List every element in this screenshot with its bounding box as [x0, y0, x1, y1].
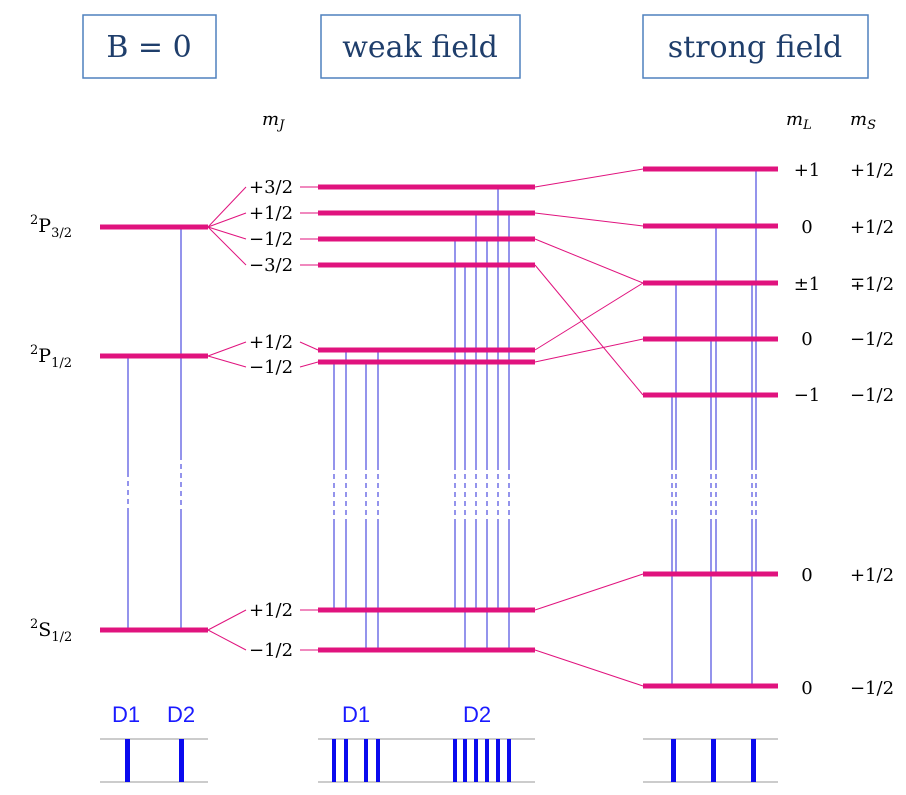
connector-line — [534, 649, 644, 687]
connector-line — [207, 226, 247, 266]
spectrum-line — [507, 739, 511, 782]
ml-label: 0 — [801, 565, 812, 586]
header-strong: strong field — [642, 14, 869, 79]
spectrum-label-d1: D1 — [342, 702, 370, 727]
state-label-s12: 2S1/2 — [30, 617, 72, 645]
spectrum-line — [496, 739, 500, 782]
connector-line — [534, 238, 644, 284]
energy-levels — [100, 166, 778, 689]
connector-line — [534, 282, 644, 351]
header-b0-text: B = 0 — [106, 30, 191, 65]
mj-label: −3/2 — [249, 255, 293, 276]
mj-label: −1/2 — [249, 357, 293, 378]
spectrum-label-d2: D2 — [167, 702, 195, 727]
connector-line — [207, 212, 247, 228]
mj-label: −1/2 — [249, 640, 293, 661]
ms-label: +1/2 — [850, 160, 894, 181]
mj-header: mJ — [262, 109, 285, 133]
ms-label: −1/2 — [850, 329, 894, 350]
mj-label: +1/2 — [249, 600, 293, 621]
spectrum-line — [485, 739, 489, 782]
connector-line — [534, 573, 644, 611]
spectrum-line — [376, 739, 380, 782]
spectrum-line — [474, 739, 478, 782]
connector-line — [534, 212, 644, 227]
spectrum-line — [125, 739, 130, 782]
connector-line — [207, 186, 247, 228]
ms-label: −1/2 — [850, 678, 894, 699]
spectrum-line — [711, 739, 716, 782]
spectrum-label-d2: D2 — [463, 702, 491, 727]
ml-label: 0 — [801, 217, 812, 238]
header-b0-box — [82, 14, 217, 79]
ml-label: −1 — [794, 385, 821, 406]
state-label-p32: 2P3/2 — [30, 213, 72, 241]
spectrum-strong — [643, 738, 778, 783]
ms-header: mS — [850, 109, 876, 133]
header-weak: weak field — [320, 14, 521, 79]
state-label-p12: 2P1/2 — [30, 343, 72, 371]
connector-line — [534, 264, 644, 396]
mj-label: −1/2 — [249, 229, 293, 250]
spectrum-label-d1: D1 — [112, 702, 140, 727]
mj-label: +1/2 — [249, 203, 293, 224]
connector-line — [299, 341, 319, 351]
spectrum-line — [463, 739, 467, 782]
spectrum-line — [453, 739, 457, 782]
spectrum-line — [179, 739, 184, 782]
ms-label: ∓1/2 — [850, 274, 894, 295]
header-strong-text: strong field — [668, 30, 842, 65]
spectrum-line — [751, 739, 756, 782]
connector-lines — [207, 168, 644, 687]
mj-label: +3/2 — [249, 177, 293, 198]
ml-label: 0 — [801, 329, 812, 350]
strong-ml-labels: +1 0 ±1 0 −1 0 0 — [794, 160, 821, 699]
ml-header: mL — [786, 109, 812, 133]
strong-ms-labels: +1/2 +1/2 ∓1/2 −1/2 −1/2 +1/2 −1/2 — [850, 160, 894, 699]
spectrum-line — [671, 739, 676, 782]
weak-mj-labels: +3/2 +1/2 −1/2 −3/2 +1/2 −1/2 +1/2 −1/2 — [249, 177, 293, 661]
mj-label: +1/2 — [249, 332, 293, 353]
ml-label: ±1 — [794, 274, 821, 295]
header-weak-box — [320, 14, 521, 79]
connector-line — [207, 629, 247, 651]
connector-line — [207, 341, 247, 357]
header-b0: B = 0 — [82, 14, 217, 79]
ml-label: +1 — [794, 160, 821, 181]
spectrum-weak — [318, 738, 535, 783]
ms-label: −1/2 — [850, 385, 894, 406]
connector-line — [207, 226, 247, 240]
connector-line — [299, 361, 319, 368]
header-strong-box — [642, 14, 869, 79]
ms-label: +1/2 — [850, 565, 894, 586]
connector-line — [534, 168, 644, 188]
connector-line — [207, 355, 247, 368]
connector-line — [534, 338, 644, 363]
transition-lines — [127, 169, 757, 686]
spectrum-b0 — [100, 738, 208, 783]
ms-label: +1/2 — [850, 217, 894, 238]
connector-line — [207, 609, 247, 631]
spectrum-line — [332, 739, 336, 782]
spectrum-line — [364, 739, 368, 782]
header-weak-text: weak field — [342, 30, 498, 65]
ml-label: 0 — [801, 678, 812, 699]
spectrum-line — [344, 739, 348, 782]
